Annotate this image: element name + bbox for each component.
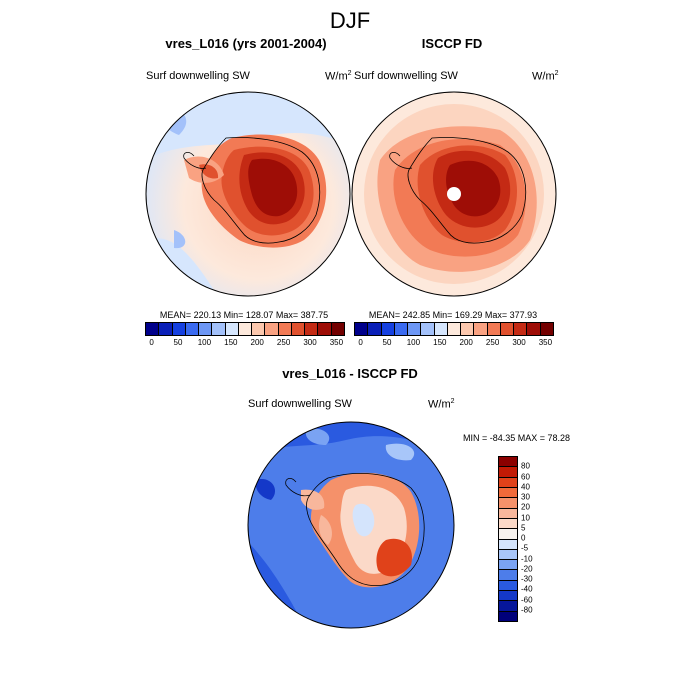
colorbar-tick-label: 100 [406,338,421,347]
colorbar-swatch [514,323,528,335]
colorbar-swatch [499,560,517,571]
panel2-title: ISCCP FD [421,36,483,51]
colorbar-tick-label: 0 [358,338,363,347]
colorbar-tick-label: 30 [521,492,530,502]
colorbar-tick-label: -10 [521,554,533,563]
colorbar-swatch [291,323,306,335]
colorbar-tick-label: 150 [433,338,447,347]
colorbar-swatch [368,323,382,335]
colorbar-swatch [499,611,517,621]
colorbar-swatch [159,323,173,335]
colorbar-tick-label: 60 [521,472,530,481]
colorbar-swatch [540,323,553,335]
panel1-map [145,91,351,297]
panel1-colorbar [145,322,345,336]
panel3-colorbar [498,456,518,622]
colorbar-tick-label: -80 [521,605,533,615]
colorbar-tick-label: 200 [459,338,473,347]
colorbar-tick-label: 10 [521,513,530,522]
colorbar-tick-label: 50 [382,338,392,347]
panel3-stats: MIN = -84.35 MAX = 78.28 [463,433,571,443]
colorbar-swatch [225,323,239,335]
colorbar-swatch [499,549,517,561]
colorbar-tick-label: 250 [485,338,500,347]
panel2-colorbar [354,322,554,336]
colorbar-swatch [499,498,517,509]
colorbar-tick-label: 50 [173,338,183,347]
colorbar-swatch [199,323,213,335]
colorbar-tick-label: 300 [512,338,526,347]
colorbar-swatch [499,487,517,499]
colorbar-tick-label: 200 [250,338,264,347]
colorbar-swatch [252,323,266,335]
panel1-title: vres_L016 (yrs 2001-2004) [165,36,327,51]
colorbar-tick-label: 150 [224,338,238,347]
colorbar-swatch [499,477,517,488]
panel2-variable-label: Surf downwelling SW [354,70,458,82]
colorbar-swatch [499,601,517,612]
colorbar-swatch [499,518,517,530]
colorbar-tick-label: 100 [197,338,212,347]
colorbar-swatch [499,580,517,592]
colorbar-swatch [146,323,160,335]
colorbar-tick-label: 80 [521,461,530,471]
panel1-variable-label: Surf downwelling SW [146,70,250,82]
colorbar-swatch [474,323,488,335]
colorbar-swatch [305,323,319,335]
colorbar-swatch [487,323,501,335]
colorbar-swatch [408,323,422,335]
colorbar-tick-label: 300 [303,338,317,347]
colorbar-tick-label: -5 [521,543,529,553]
panel2-stats: MEAN= 242.85 Min= 169.29 Max= 377.93 [368,310,538,320]
colorbar-tick-label: 350 [329,338,344,347]
colorbar-swatch [394,323,409,335]
panel3-map [247,421,455,629]
colorbar-swatch [447,323,462,335]
colorbar-swatch [212,323,226,335]
colorbar-swatch [499,539,517,550]
colorbar-tick-label: 5 [521,523,526,533]
colorbar-swatch [499,457,517,468]
colorbar-swatch [499,529,517,540]
colorbar-tick-label: 0 [149,338,154,347]
colorbar-swatch [527,323,541,335]
colorbar-tick-label: -60 [521,595,533,604]
colorbar-swatch [434,323,448,335]
panel3-units: W/m2 [428,398,455,411]
panel1-stats: MEAN= 220.13 Min= 128.07 Max= 387.75 [159,310,329,320]
colorbar-swatch [278,323,292,335]
panel3-variable-label: Surf downwelling SW [248,398,352,410]
colorbar-tick-label: 20 [521,502,530,512]
colorbar-swatch [265,323,279,335]
colorbar-swatch [500,323,515,335]
colorbar-tick-label: 0 [521,533,526,543]
panel3-title: vres_L016 - ISCCP FD [282,366,418,381]
colorbar-swatch [499,570,517,581]
colorbar-swatch [318,323,332,335]
colorbar-tick-label: 40 [521,482,530,492]
colorbar-tick-label: -20 [521,564,533,574]
colorbar-swatch [499,467,517,478]
colorbar-swatch [185,323,200,335]
panel2-map [351,91,557,297]
panel2-units: W/m2 [532,70,559,83]
colorbar-swatch [499,591,517,602]
colorbar-swatch [421,323,435,335]
colorbar-swatch [238,323,253,335]
colorbar-swatch [499,508,517,519]
colorbar-swatch [355,323,369,335]
panel1-units: W/m2 [325,70,352,83]
colorbar-tick-label: -30 [521,574,533,584]
colorbar-tick-label: 350 [538,338,553,347]
colorbar-tick-label: 250 [276,338,291,347]
page-title: DJF [329,8,371,33]
colorbar-tick-label: -40 [521,584,533,594]
colorbar-swatch [381,323,395,335]
colorbar-swatch [172,323,186,335]
colorbar-swatch [331,323,344,335]
colorbar-swatch [461,323,475,335]
